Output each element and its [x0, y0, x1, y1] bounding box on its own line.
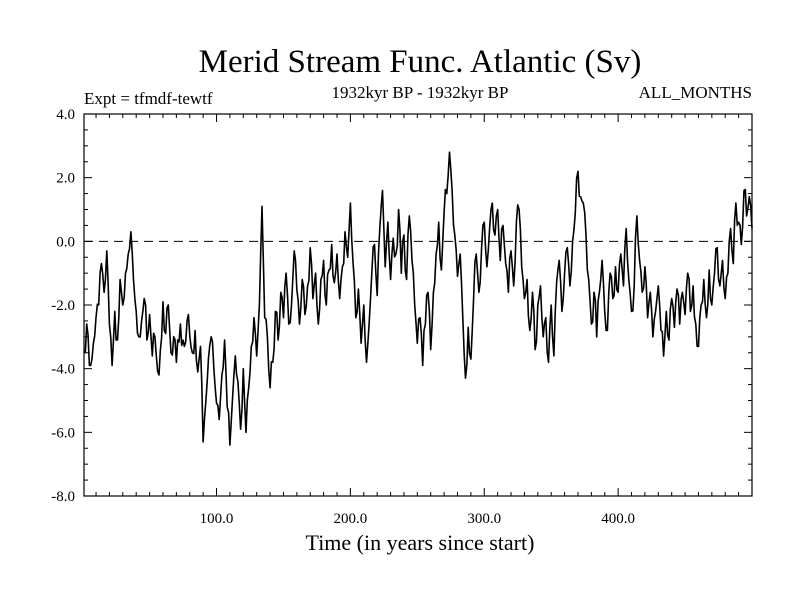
months-label: ALL_MONTHS: [639, 83, 752, 102]
chart-title: Merid Stream Func. Atlantic (Sv): [199, 44, 642, 80]
y-tick-label: -6.0: [51, 425, 75, 441]
y-tick-label: -2.0: [51, 298, 75, 314]
y-tick-label: -8.0: [51, 489, 75, 505]
y-tick-label: 4.0: [56, 107, 75, 123]
series-layer: [83, 151, 753, 446]
x-tick-label: 300.0: [467, 511, 501, 527]
x-tick-label: 200.0: [334, 511, 368, 527]
x-tick-label: 100.0: [200, 511, 234, 527]
plot-frame-group: [83, 113, 753, 497]
x-tick-label: 400.0: [601, 511, 635, 527]
chart-subtitle: 1932kyr BP - 1932kyr BP: [332, 83, 509, 102]
series-line: [83, 151, 753, 446]
axes: 4.0 2.0 0.0 -2.0 -4.0 -6.0 -8.0 100.0 200.0 300.0…: [51, 107, 753, 527]
plot-frame: [83, 113, 753, 497]
x-axis-label: Time (in years since start): [306, 530, 535, 555]
y-tick-label: -4.0: [51, 362, 75, 378]
experiment-label: Expt = tfmdf-tewtf: [84, 89, 213, 108]
y-tick-label: 2.0: [56, 171, 75, 187]
y-tick-label: 0.0: [56, 234, 75, 250]
